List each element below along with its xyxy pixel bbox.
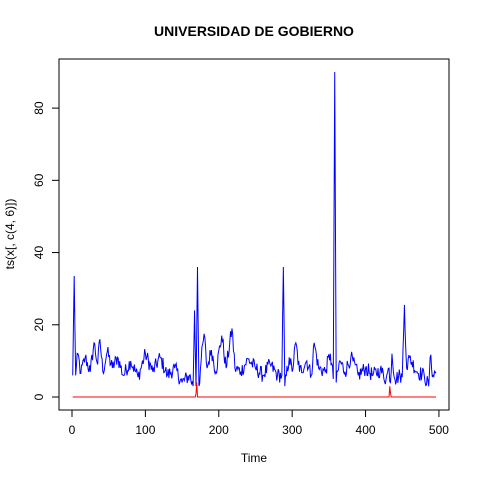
y-tick-label: 80 bbox=[32, 101, 46, 115]
series-line-1 bbox=[72, 71, 437, 387]
series-layer bbox=[72, 71, 437, 398]
y-axis-label: ts(x[, c(4, 6)]) bbox=[3, 199, 17, 270]
x-tick-label: 200 bbox=[209, 423, 229, 437]
series-line-2 bbox=[72, 382, 436, 398]
y-axis: 0 20 40 60 80 bbox=[32, 101, 60, 400]
y-tick-label: 60 bbox=[32, 173, 46, 187]
y-tick-label: 0 bbox=[32, 393, 46, 400]
chart-title: UNIVERSIDAD DE GOBIERNO bbox=[154, 23, 354, 39]
x-tick-label: 400 bbox=[356, 423, 376, 437]
x-axis: 0 100 200 300 400 500 bbox=[69, 409, 449, 437]
y-tick-label: 20 bbox=[32, 318, 46, 332]
x-tick-label: 500 bbox=[429, 423, 449, 437]
x-tick-label: 100 bbox=[135, 423, 155, 437]
x-axis-label: Time bbox=[241, 451, 268, 465]
y-tick-label: 40 bbox=[32, 246, 46, 260]
x-tick-label: 300 bbox=[282, 423, 302, 437]
x-tick-label: 0 bbox=[69, 423, 76, 437]
